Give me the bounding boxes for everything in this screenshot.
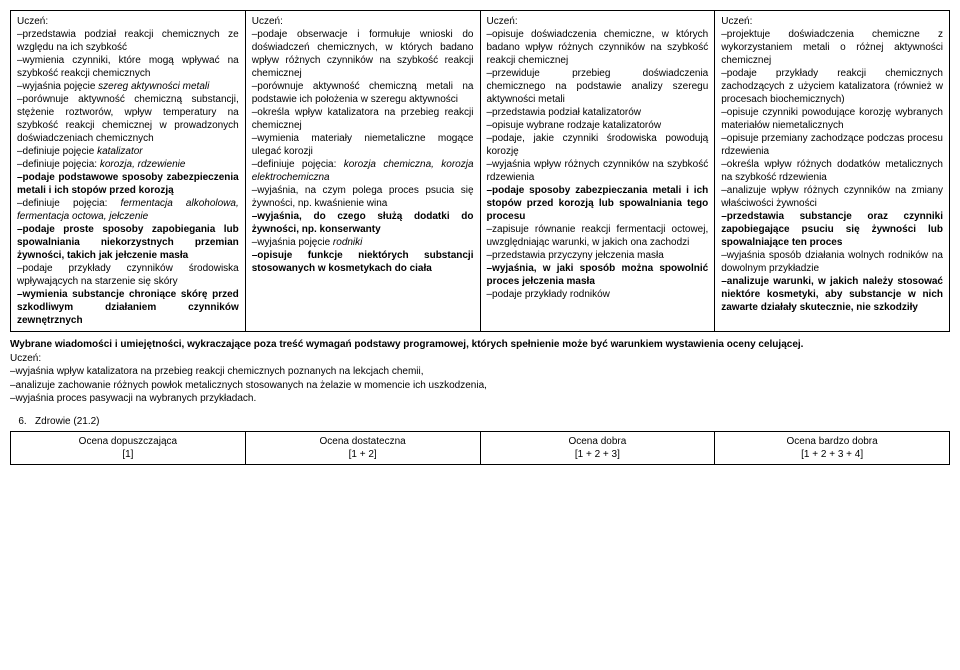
outcomes-block: Wybrane wiadomości i umiejętności, wykra… — [10, 338, 950, 406]
col4-body: –projektuje doświadczenia chemiczne z wy… — [721, 29, 943, 313]
col2-body: –podaje obserwacje i formułuje wnioski d… — [252, 29, 474, 274]
grade2-line1: Ocena dostateczna — [320, 436, 406, 447]
grade3-line1: Ocena dobra — [568, 436, 626, 447]
outcomes-items: –wyjaśnia wpływ katalizatora na przebieg… — [10, 366, 487, 404]
col1-cell: Uczeń: –przedstawia podział reakcji chem… — [11, 11, 246, 332]
section-heading: 6. Zdrowie (21.2) — [10, 416, 950, 427]
grade-col4: Ocena bardzo dobra [1 + 2 + 3 + 4] — [715, 431, 950, 464]
grade-col1: Ocena dopuszczająca [1] — [11, 431, 246, 464]
outcomes-label: Uczeń: — [10, 353, 41, 364]
grade1-line2: [1] — [122, 449, 133, 460]
main-requirements-table: Uczeń: –przedstawia podział reakcji chem… — [10, 10, 950, 332]
grade3-line2: [1 + 2 + 3] — [575, 449, 620, 460]
outcomes-intro: Wybrane wiadomości i umiejętności, wykra… — [10, 339, 803, 350]
col2-header: Uczeń: — [252, 16, 283, 27]
col4-header: Uczeń: — [721, 16, 752, 27]
col1-header: Uczeń: — [17, 16, 48, 27]
col4-cell: Uczeń: –projektuje doświadczenia chemicz… — [715, 11, 950, 332]
grade4-line2: [1 + 2 + 3 + 4] — [801, 449, 863, 460]
col2-cell: Uczeń: –podaje obserwacje i formułuje wn… — [245, 11, 480, 332]
col3-header: Uczeń: — [487, 16, 518, 27]
section-title: Zdrowie (21.2) — [35, 416, 99, 427]
grade-col3: Ocena dobra [1 + 2 + 3] — [480, 431, 715, 464]
col3-body: –opisuje doświadczenia chemiczne, w któr… — [487, 29, 709, 300]
grades-table: Ocena dopuszczająca [1] Ocena dostateczn… — [10, 431, 950, 465]
section-number: 6. — [18, 416, 26, 427]
grade1-line1: Ocena dopuszczająca — [79, 436, 177, 447]
col3-cell: Uczeń: –opisuje doświadczenia chemiczne,… — [480, 11, 715, 332]
grade4-line1: Ocena bardzo dobra — [787, 436, 878, 447]
grade2-line2: [1 + 2] — [349, 449, 377, 460]
grade-col2: Ocena dostateczna [1 + 2] — [245, 431, 480, 464]
col1-body: –przedstawia podział reakcji chemicznych… — [17, 29, 239, 326]
